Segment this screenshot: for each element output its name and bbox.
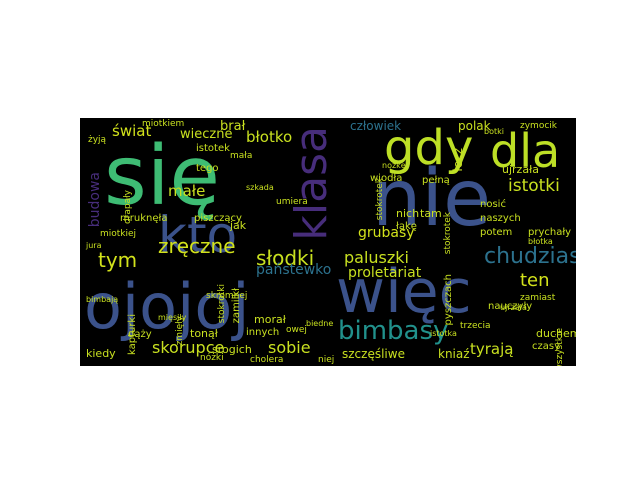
word-cloud: się nie gdy dla kto klasa ojojoj więc bi… — [80, 118, 576, 366]
word: pyszczach — [443, 274, 454, 326]
word: mała — [230, 151, 253, 161]
word: duchem — [536, 327, 576, 340]
word: ojojoj — [84, 270, 250, 343]
word: dąży — [128, 329, 152, 340]
word: państewko — [256, 262, 332, 278]
word: więc — [336, 257, 472, 327]
word: chudziasy — [484, 244, 576, 269]
word: błotka — [528, 237, 553, 246]
word: biedne — [306, 319, 334, 328]
word: owej — [286, 325, 307, 335]
word: ten — [520, 270, 550, 291]
word: wszystkie — [555, 328, 565, 366]
word: nosić — [480, 199, 506, 210]
word: wiodła — [370, 173, 403, 184]
word: nóżki — [200, 353, 224, 363]
word: nauczyły — [488, 301, 533, 312]
word: kniaź — [438, 347, 470, 361]
word: bimbasy — [338, 316, 449, 346]
word: klasa — [286, 126, 337, 241]
word: szczęśliwe — [342, 347, 405, 361]
word: morał — [254, 313, 286, 326]
word: łąkę — [396, 221, 417, 232]
word: pełną — [422, 175, 450, 186]
word: słodki — [256, 246, 315, 270]
word: ujrzała — [500, 303, 527, 312]
word: skromnej — [206, 291, 248, 301]
word: jura — [86, 241, 102, 250]
word: czasy — [532, 341, 561, 352]
word: niej — [318, 355, 335, 365]
word: dla — [490, 124, 561, 178]
word: człowiek — [350, 119, 402, 133]
word: nozkę — [382, 161, 406, 170]
word: brał — [220, 119, 246, 134]
word: jak — [230, 219, 247, 232]
word: zymocik — [520, 121, 557, 131]
word: potem — [480, 227, 513, 238]
word: sobie — [268, 338, 311, 357]
word: błotko — [246, 128, 293, 146]
word: tam — [420, 207, 442, 220]
word: piszczący — [194, 213, 242, 224]
word: botki — [484, 127, 504, 136]
word: paluszki — [344, 248, 409, 267]
word: się — [104, 129, 220, 224]
word: zręczne — [158, 234, 236, 258]
word: budowa — [87, 172, 103, 228]
word: srogich — [212, 343, 252, 356]
word: kto — [158, 206, 238, 264]
word: drapały — [123, 190, 133, 225]
word: cholera — [250, 355, 284, 365]
word: nie — [372, 154, 492, 244]
word: szkada — [246, 183, 274, 192]
word: kiedy — [86, 347, 116, 360]
word: innych — [246, 327, 280, 338]
word: mięsiły — [158, 313, 187, 322]
word: ujrzała — [502, 163, 539, 176]
word: tego — [196, 163, 219, 174]
word: wieczne — [180, 127, 233, 142]
word: gdy — [384, 120, 474, 176]
word: skorupce — [152, 338, 225, 357]
word: tyrają — [470, 340, 514, 358]
word: miotkiem — [142, 119, 185, 129]
word: prychały — [528, 227, 572, 238]
word: istotek — [196, 143, 230, 154]
word: żyją — [88, 135, 107, 145]
word: nich — [396, 207, 420, 220]
word: umiera — [276, 197, 308, 207]
word: naszych — [480, 213, 521, 224]
word: istotki — [508, 176, 560, 196]
word: grubasy — [358, 225, 415, 241]
word: zamiast — [520, 293, 556, 303]
word: świat — [112, 122, 152, 140]
word: lecz — [451, 148, 465, 172]
word: bimbają — [86, 295, 119, 304]
word: zamilkł — [231, 288, 242, 324]
word: istotka — [430, 329, 457, 338]
word: trzecia — [460, 321, 491, 331]
word: miotkiej — [100, 229, 137, 239]
word: stokrotek — [375, 178, 385, 221]
word: stokrotki — [217, 284, 227, 324]
word: małe — [168, 182, 206, 200]
word: polak — [458, 119, 491, 133]
word: tonął — [190, 327, 218, 340]
word: mruknęła — [120, 213, 168, 224]
word: proletariat — [348, 265, 422, 281]
word: stokrotek — [443, 212, 453, 255]
word: tym — [98, 248, 138, 272]
